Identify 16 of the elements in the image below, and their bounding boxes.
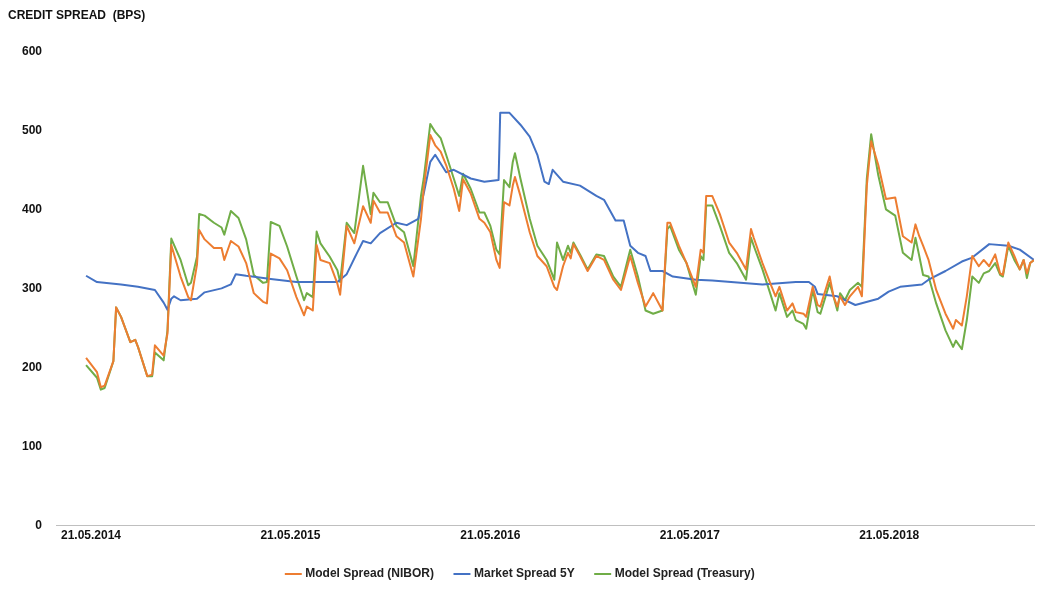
x-tick-label: 21.05.2015 [260, 528, 321, 543]
legend-label: Model Spread (Treasury) [614, 566, 755, 581]
y-tick-label: 500 [21, 122, 43, 137]
y-tick-label: 300 [21, 280, 43, 295]
y-tick-label: 400 [21, 201, 43, 216]
y-tick-label: 0 [35, 517, 43, 532]
x-tick-label: 21.05.2018 [859, 528, 920, 543]
legend-label: Model Spread (NIBOR) [305, 566, 434, 581]
x-tick-label: 21.05.2014 [60, 528, 122, 543]
legend-label: Market Spread 5Y [473, 566, 575, 581]
y-tick-label: 100 [21, 438, 43, 453]
y-tick-label: 600 [21, 43, 43, 58]
y-axis-title: CREDIT SPREAD (BPS) [8, 8, 147, 24]
x-tick-label: 21.05.2016 [460, 528, 521, 543]
y-tick-label: 200 [21, 359, 43, 374]
x-tick-label: 21.05.2017 [659, 528, 721, 543]
